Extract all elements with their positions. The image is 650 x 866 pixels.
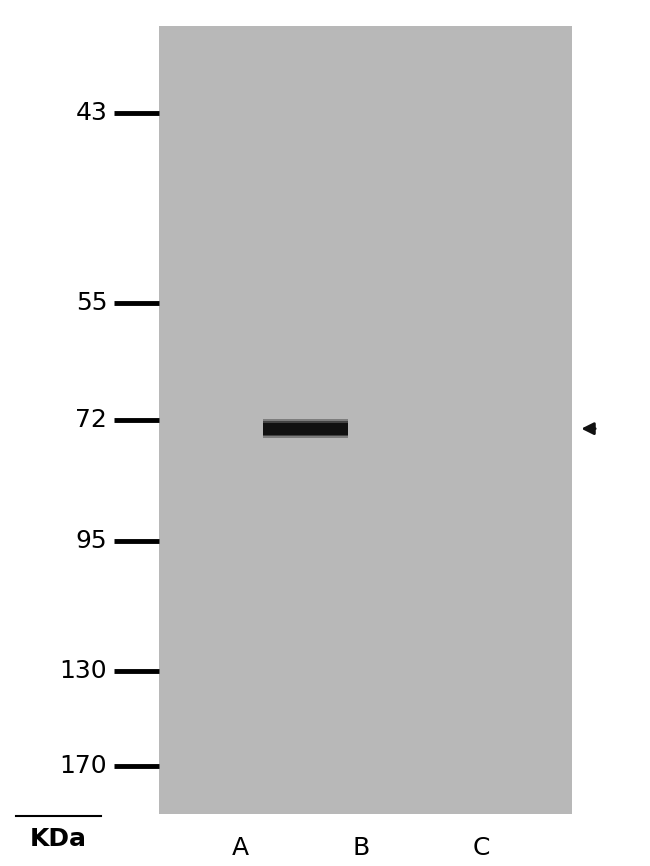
Text: C: C xyxy=(473,836,489,860)
Bar xyxy=(263,419,348,438)
Text: 72: 72 xyxy=(75,408,107,432)
Text: KDa: KDa xyxy=(30,827,87,851)
Bar xyxy=(263,419,348,423)
Text: 170: 170 xyxy=(60,754,107,779)
Bar xyxy=(263,435,348,438)
Text: 95: 95 xyxy=(75,529,107,553)
Text: A: A xyxy=(232,836,249,860)
Bar xyxy=(263,436,348,438)
Text: 130: 130 xyxy=(60,659,107,683)
Bar xyxy=(263,419,348,421)
Bar xyxy=(159,26,572,814)
Text: 55: 55 xyxy=(76,291,107,315)
Text: 43: 43 xyxy=(75,100,107,125)
Text: B: B xyxy=(352,836,369,860)
